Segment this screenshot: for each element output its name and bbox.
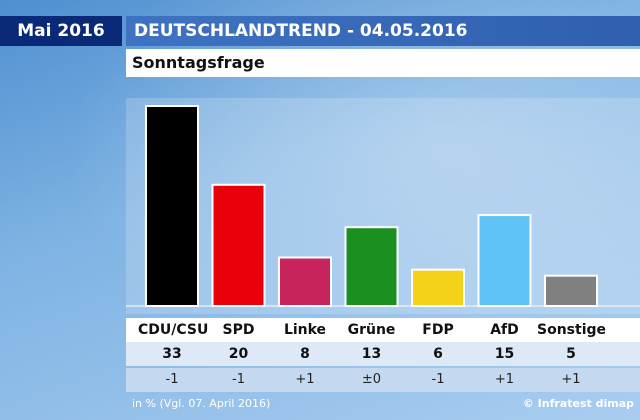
bar-grüne	[344, 226, 399, 308]
change-label: -1	[165, 372, 179, 387]
category-label: FDP	[422, 322, 454, 338]
bar-spd	[211, 183, 266, 307]
bar-fdp	[411, 268, 465, 307]
category-label: Sonstige	[537, 322, 607, 338]
change-label: +1	[561, 372, 581, 387]
category-label: SPD	[222, 322, 255, 338]
category-label: Grüne	[347, 322, 396, 338]
value-label: 6	[433, 346, 443, 362]
change-label: ±0	[361, 372, 382, 387]
value-label: 13	[361, 346, 382, 362]
source-credit: © Infratest dimap	[522, 397, 634, 410]
change-label: +1	[295, 372, 315, 387]
value-label: 5	[566, 346, 576, 362]
changes-row: -1 -1 +1 ±0 -1 +1 +1	[126, 368, 640, 392]
values-row: 33 20 8 13 6 15 5	[126, 342, 640, 366]
change-label: -1	[431, 372, 445, 387]
category-label: Linke	[283, 322, 327, 338]
date-badge: Mai 2016	[0, 16, 122, 46]
category-labels-row: CDU/CSU SPD Linke Grüne FDP AfD Sonstige	[126, 318, 640, 342]
bar-afd	[477, 214, 532, 307]
bar-linke	[278, 256, 332, 307]
change-label: -1	[232, 372, 245, 387]
bar-cdu-csu	[145, 105, 199, 307]
footnote: in % (Vgl. 07. April 2016)	[132, 397, 271, 410]
change-label: +1	[494, 372, 515, 387]
bar-sonstige	[544, 274, 598, 307]
category-label: AfD	[490, 322, 519, 338]
category-label: CDU/CSU	[138, 322, 209, 338]
header-title: DEUTSCHLANDTREND - 04.05.2016	[126, 16, 640, 46]
value-label: 15	[494, 346, 515, 362]
value-label: 20	[228, 346, 249, 362]
top-bar: Mai 2016 DEUTSCHLANDTREND - 04.05.2016	[0, 16, 640, 46]
value-label: 33	[162, 346, 182, 362]
value-label: 8	[300, 346, 310, 362]
subtitle: Sonntagsfrage	[126, 49, 640, 77]
